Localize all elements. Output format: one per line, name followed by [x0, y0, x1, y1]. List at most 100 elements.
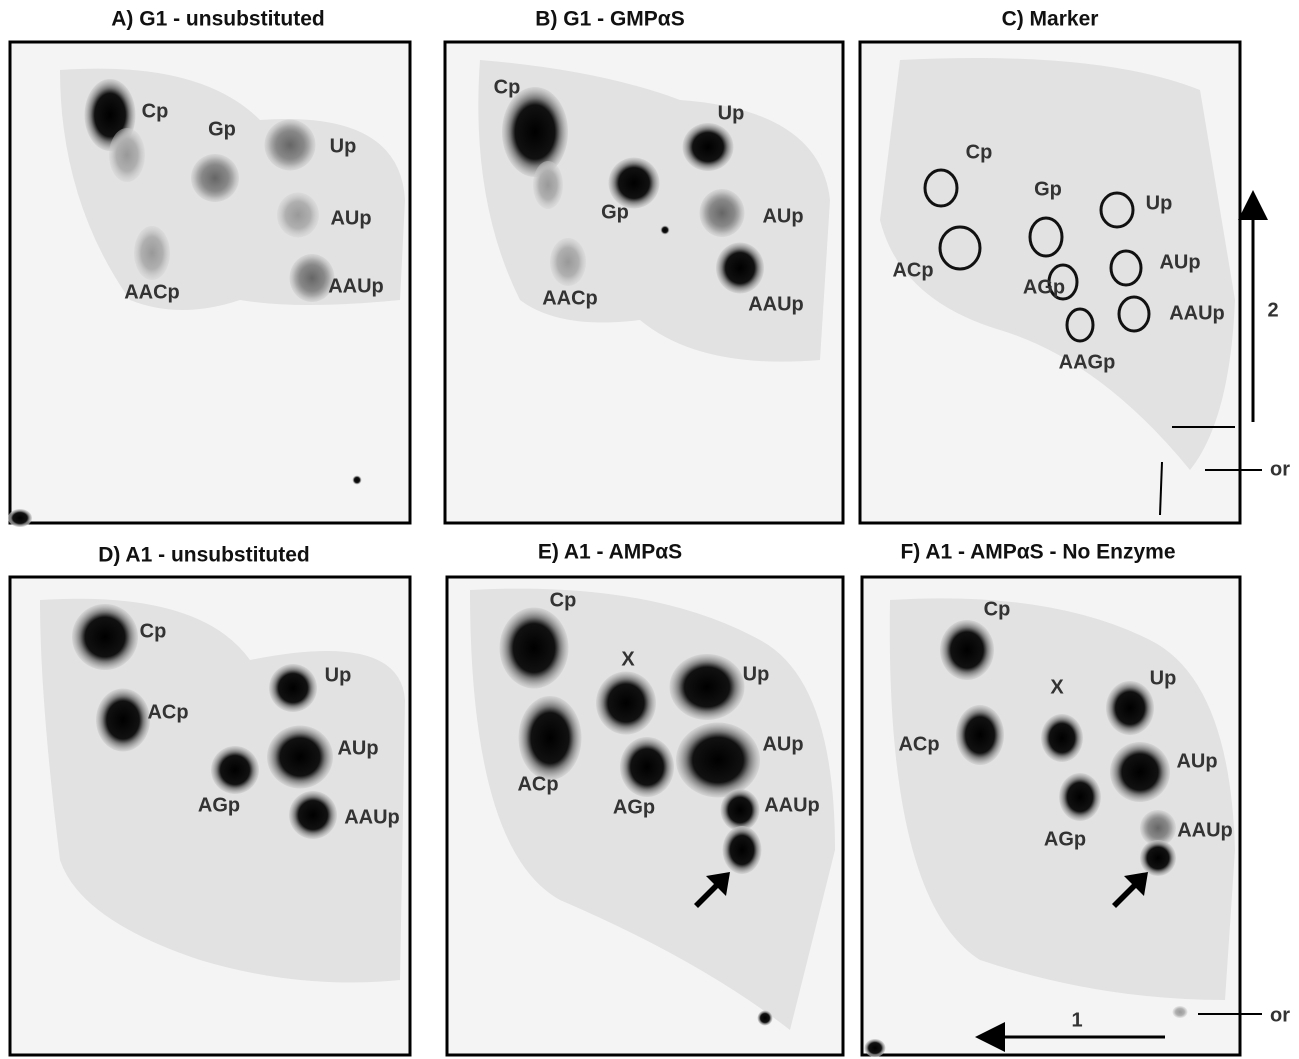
marker-circle — [1117, 295, 1151, 333]
spot-label: ACp — [892, 259, 933, 281]
spot-label: AAUp — [344, 806, 400, 828]
spot — [676, 722, 760, 798]
pointer-arrow — [694, 872, 730, 908]
spot — [722, 826, 762, 874]
spot — [1041, 714, 1083, 762]
tlc-panel — [443, 40, 845, 525]
tlc-panel — [445, 575, 845, 1057]
spot — [1059, 773, 1101, 821]
spot-label: AUp — [1159, 251, 1200, 273]
spot-label: X — [1050, 676, 1064, 698]
tlc-panel — [858, 40, 1242, 525]
spot-label: Cp — [140, 620, 167, 642]
marker-circle — [938, 225, 982, 271]
panel-title: A) G1 - unsubstituted — [111, 8, 325, 31]
spot — [940, 620, 994, 680]
spot — [191, 154, 239, 202]
spot — [267, 725, 333, 789]
spot-label: Up — [325, 664, 352, 686]
spot-label: AACp — [542, 287, 598, 309]
origin-mark — [1159, 461, 1163, 516]
panel-title: E) A1 - AMPαS — [538, 541, 682, 564]
marker-circle — [1047, 263, 1079, 301]
spot — [518, 696, 582, 780]
spot — [1106, 681, 1154, 735]
spot — [716, 242, 764, 294]
spot — [720, 789, 760, 831]
panel-title: B) G1 - GMPαS — [535, 8, 684, 31]
spot — [8, 509, 32, 527]
spot — [502, 87, 568, 177]
spot-label: AUp — [762, 733, 803, 755]
spot-label: AGp — [1044, 828, 1086, 850]
spot-label: or — [1270, 1004, 1290, 1026]
spot-label: AGp — [1023, 276, 1065, 298]
spot-label: Up — [330, 135, 357, 157]
spot-label: Cp — [984, 598, 1011, 620]
spot-label: AGp — [198, 794, 240, 816]
spot — [864, 1039, 886, 1057]
spot — [1140, 840, 1176, 876]
spot-label: Gp — [208, 118, 236, 140]
spot-label: Cp — [494, 76, 521, 98]
spot-label: ACp — [898, 733, 939, 755]
spot — [660, 225, 670, 235]
spot-label: Cp — [550, 589, 577, 611]
spot-label: or — [1270, 458, 1290, 480]
spot-label: AUp — [1176, 750, 1217, 772]
spot-label: AAUp — [748, 293, 804, 315]
spot — [533, 161, 563, 209]
spot-label: AUp — [337, 737, 378, 759]
spot — [134, 226, 170, 280]
marker-circle — [1065, 307, 1095, 343]
spot — [1110, 742, 1170, 802]
pointer-arrow — [1112, 872, 1148, 908]
spot — [289, 254, 335, 302]
spot-label: AAGp — [1059, 351, 1116, 373]
spot-label: 1 — [1071, 1009, 1082, 1031]
spot — [699, 189, 745, 237]
spot — [669, 654, 745, 720]
spot — [352, 475, 362, 485]
spot-label: Up — [718, 102, 745, 124]
spot — [499, 607, 569, 689]
spot — [620, 737, 674, 797]
tlc-panel — [8, 575, 412, 1057]
spot — [109, 128, 145, 182]
spot-label: AUp — [762, 205, 803, 227]
panel-title: D) A1 - unsubstituted — [98, 544, 310, 567]
spot-label: AGp — [613, 796, 655, 818]
panel-title: F) A1 - AMPαS - No Enzyme — [900, 541, 1175, 564]
panel-title: C) Marker — [1002, 8, 1099, 31]
spot-label: ACp — [517, 773, 558, 795]
spot — [596, 671, 656, 735]
spot — [550, 238, 586, 286]
spot-label: AAUp — [1177, 819, 1233, 841]
spot — [264, 119, 316, 171]
spot-label: Up — [1150, 667, 1177, 689]
spot — [1172, 1006, 1188, 1018]
tlc-panel — [860, 575, 1242, 1057]
spot — [211, 746, 259, 794]
marker-circle — [1109, 249, 1143, 287]
spot — [608, 157, 660, 209]
spot — [1140, 810, 1176, 846]
spot — [757, 1010, 773, 1026]
spot-label: Cp — [966, 141, 993, 163]
marker-circle — [923, 168, 959, 208]
plate-background — [880, 58, 1235, 470]
spot — [682, 123, 734, 171]
spot — [289, 791, 337, 839]
spot-label: 2 — [1267, 299, 1278, 321]
spot — [277, 192, 319, 238]
spot-label: AAUp — [1169, 302, 1225, 324]
spot-label: AAUp — [328, 275, 384, 297]
spot-label: AAUp — [764, 794, 820, 816]
spot-label: AUp — [330, 207, 371, 229]
spot-label: Cp — [142, 100, 169, 122]
spot-label: Up — [1146, 192, 1173, 214]
spot-label: X — [621, 648, 635, 670]
spot-label: Gp — [1034, 178, 1062, 200]
marker-circle — [1099, 191, 1135, 229]
